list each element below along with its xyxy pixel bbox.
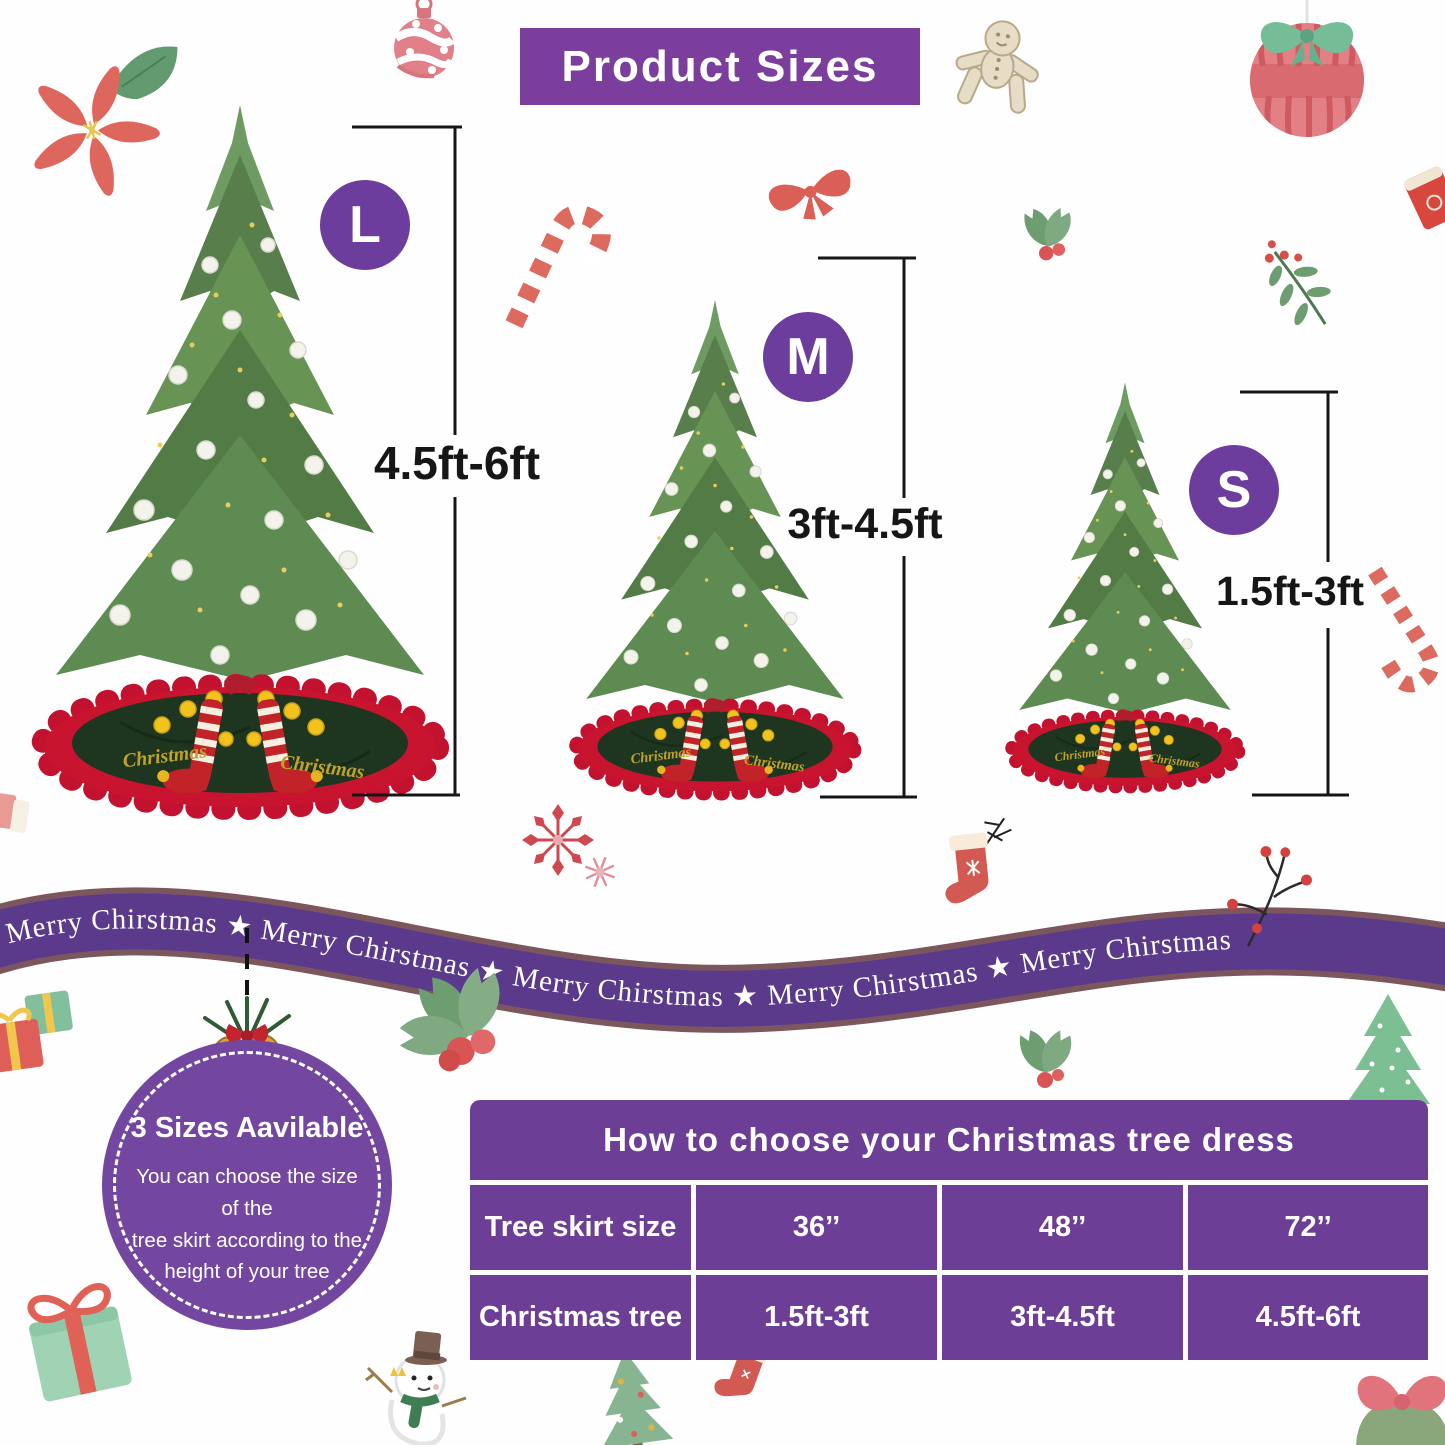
table-row-label: Tree skirt size <box>470 1185 691 1270</box>
table-grid: Tree skirt size 36’’ 48’’ 72’’ Christmas… <box>470 1185 1428 1360</box>
striped-ornament-with-bow-icon <box>1250 0 1364 137</box>
table-header: How to choose your Christmas tree dress <box>470 1100 1428 1180</box>
candy-cane-icon <box>514 207 604 334</box>
edge-gift-fragment <box>0 792 30 833</box>
berry-branch-icon <box>1227 846 1312 947</box>
skirt-script-text: Christmas <box>1148 751 1200 771</box>
bauble-icon <box>393 0 455 79</box>
starburst-icon <box>584 856 616 888</box>
holly-icon <box>399 967 500 1072</box>
snowflake-icon <box>522 804 594 876</box>
size-letter-s: S <box>1217 461 1252 519</box>
sizes-available-badge: 3 Sizes Aavilable You can choose the siz… <box>102 1040 392 1330</box>
table-cell: 72’’ <box>1188 1185 1428 1270</box>
badge-title: 3 Sizes Aavilable <box>130 1111 364 1144</box>
christmas-tree-large: Christmas Christmas <box>42 105 438 809</box>
skirt-script-text: Christmas <box>630 744 693 767</box>
size-circle-l: L <box>320 180 410 270</box>
snowman-icon <box>365 1331 467 1445</box>
berry-sprig-icon <box>1264 240 1331 326</box>
poinsettia-icon <box>34 46 178 196</box>
table-cell: 48’’ <box>942 1185 1183 1270</box>
size-circle-s: S <box>1189 445 1279 535</box>
title-banner: Product Sizes <box>520 28 920 105</box>
badge-text-line: tree skirt according to the <box>131 1228 363 1252</box>
stocking-icon <box>945 817 1012 904</box>
measure-bracket-small <box>1240 390 1349 797</box>
holly-icon <box>1024 208 1071 261</box>
gift-boxes-icon <box>0 990 73 1074</box>
table-cell: 36’’ <box>696 1185 937 1270</box>
measure-bracket-medium <box>818 256 917 799</box>
table-cell: 4.5ft-6ft <box>1188 1275 1428 1360</box>
badge-text-line: height of your tree <box>164 1260 330 1284</box>
size-range-medium: 3ft-4.5ft <box>787 500 943 548</box>
size-range-small: 1.5ft-3ft <box>1215 568 1365 614</box>
merry-christmas-ribbon: ★ Merry Chirstmas ★ Merry Chirstmas ★ Me… <box>0 903 1445 1013</box>
gingerbread-man-icon <box>955 20 1039 114</box>
table-cell: 1.5ft-3ft <box>696 1275 937 1360</box>
badge-dashed-border <box>113 1051 381 1319</box>
size-circle-m: M <box>763 312 853 402</box>
measure-bracket-large <box>352 125 462 797</box>
skirt-script-text: Christmas <box>1054 744 1106 764</box>
red-cup-icon <box>1404 166 1445 230</box>
gift-with-bow-icon <box>1356 1375 1445 1445</box>
badge-content: 3 Sizes Aavilable You can choose the siz… <box>102 1040 392 1330</box>
skirt-script-text: Christmas <box>743 752 806 775</box>
size-letter-l: L <box>349 196 381 254</box>
size-chart-table: How to choose your Christmas tree dress … <box>470 1100 1428 1360</box>
small-tree-icon <box>601 1350 674 1445</box>
mint-gift-icon <box>27 1283 132 1402</box>
red-bow-icon <box>768 169 851 220</box>
badge-text-line: You can choose the size of the <box>136 1164 358 1220</box>
table-row-label: Christmas tree <box>470 1275 691 1360</box>
christmas-tree-medium: Christmas Christmas <box>576 300 853 793</box>
page-title: Product Sizes <box>561 41 879 91</box>
size-range-large: 4.5ft-6ft <box>373 437 541 489</box>
holly-icon <box>1019 1030 1072 1088</box>
table-cell: 3ft-4.5ft <box>942 1275 1183 1360</box>
christmas-tree-small: Christmas Christmas <box>1011 382 1239 787</box>
size-letter-m: M <box>786 328 829 386</box>
